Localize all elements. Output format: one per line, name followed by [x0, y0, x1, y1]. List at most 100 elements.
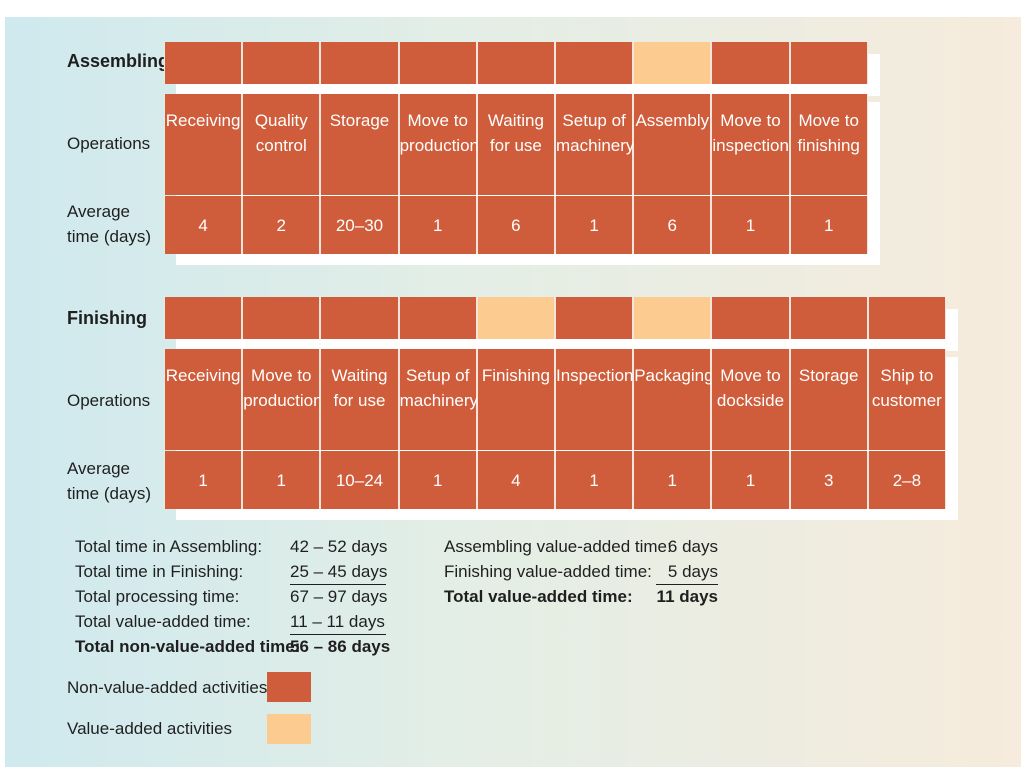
assembling-operation-cell: Move to inspection [711, 94, 790, 195]
value-added-label: Total value-added time: [444, 587, 633, 606]
operation-name-line: for use [489, 136, 542, 155]
assembling-strip-cell [242, 42, 321, 84]
value-added-value: 6 days [667, 537, 718, 556]
assembling-time-cell: 6 [633, 196, 712, 254]
finishing-time-cell: 4 [476, 451, 555, 509]
finishing-time-cell: 1 [398, 451, 477, 509]
assembling-strip-cell [398, 42, 477, 84]
assembling-time-cell: 1 [555, 196, 634, 254]
operation-name-line: Move to [720, 111, 781, 130]
finishing-operations-label: Operations [67, 391, 151, 410]
operation-name-line: machinery [399, 391, 479, 410]
finishing-strip-cell [320, 297, 399, 339]
assembling-title: Assembling [67, 51, 170, 71]
finishing-time-cell: 1 [164, 451, 243, 509]
value-added-value: 5 days [656, 559, 718, 585]
finishing-time-cell: 10–24 [320, 451, 399, 509]
finishing-strip-cell [633, 297, 712, 339]
assembling-avg-time-label: Average time (days) [67, 202, 152, 246]
assembling-strip-cell [476, 42, 555, 84]
operation-name-line: Ship to [880, 366, 934, 385]
finishing-operation-cell: Ship to customer [867, 349, 946, 450]
operation-name-line: Move to [407, 111, 468, 130]
operation-name-line: Waiting [487, 111, 544, 130]
assembling-strip-cell [555, 42, 634, 84]
operation-name-line: Quality [254, 111, 308, 130]
assembling-strip-cell [320, 42, 399, 84]
operation-name-line: Receiving [165, 111, 241, 130]
assembling-operation-cell: Quality control [242, 94, 321, 195]
assembling-strip-cell [789, 42, 868, 84]
assembling-operation-cell: Storage [320, 94, 399, 195]
finishing-operation-cell: Receiving [164, 349, 243, 450]
finishing-operation-cell: Storage [789, 349, 868, 450]
operation-name-line: Storage [329, 111, 390, 130]
operation-name-line: production [399, 136, 479, 155]
finishing-operation-cell: Move to dockside [711, 349, 790, 450]
operation-name-line: Assembly [635, 111, 710, 130]
finishing-operation-cell: Waiting for use [320, 349, 399, 450]
total-value: 11 – 11 days [290, 609, 386, 635]
assembling-strip-cell [633, 42, 712, 84]
operation-name-line: Move to [720, 366, 781, 385]
finishing-operation-cell: Inspection [555, 349, 634, 450]
total-label: Total time in Assembling: [75, 537, 263, 556]
finishing-time-cell: 3 [789, 451, 868, 509]
operation-name-line: finishing [797, 136, 860, 155]
total-value: 25 – 45 days [290, 559, 387, 585]
finishing-time-cell: 1 [633, 451, 712, 509]
value-added-label: Finishing value-added time: [444, 562, 652, 581]
finishing-strip-cell [164, 297, 243, 339]
assembling-time-cell: 20–30 [320, 196, 399, 254]
assembling-operation-cell: Move to finishing [789, 94, 868, 195]
finishing-strip-cell [789, 297, 868, 339]
finishing-time-cell: 2–8 [867, 451, 946, 509]
total-value: 67 – 97 days [290, 587, 388, 606]
finishing-operation-cell: Move to production [242, 349, 323, 450]
total-label: Total value-added time: [75, 612, 251, 631]
total-value: 56 – 86 days [290, 637, 391, 656]
total-label: Total non-value-added time: [75, 637, 301, 656]
operation-name-line: customer [871, 391, 942, 410]
assembling-operation-cell: Receiving [164, 94, 243, 195]
operation-name-line: Finishing [481, 366, 550, 385]
assembling-time-cell: 1 [789, 196, 868, 254]
assembling-operations-label: Operations [67, 134, 151, 153]
assembling-strip-cell [164, 42, 243, 84]
assembling-time-cell: 2 [242, 196, 321, 254]
assembling-time-cell: 6 [476, 196, 555, 254]
finishing-time-cell: 1 [711, 451, 790, 509]
finishing-time-cell: 1 [555, 451, 634, 509]
finishing-time-cell: 1 [242, 451, 321, 509]
operation-name-line: dockside [716, 391, 785, 410]
assembling-operation-cell: Waiting for use [476, 94, 555, 195]
assembling-time-cell: 1 [398, 196, 477, 254]
operation-name-line: Setup of [562, 111, 626, 130]
value-added-value: 11 days [656, 587, 718, 606]
finishing-strip-cell [555, 297, 634, 339]
value-added-label: Assembling value-added time: [444, 537, 672, 556]
operation-name-line: Packaging [634, 366, 714, 385]
finishing-strip-cell [398, 297, 477, 339]
legend-non-value-added-label: Non-value-added activities [67, 678, 268, 697]
total-label: Total time in Finishing: [75, 562, 244, 581]
assembling-operation-cell: Move to production [398, 94, 479, 195]
assembling-operation-cell: Assembly [633, 94, 712, 195]
finishing-strip-cell [867, 297, 946, 339]
assembling-operation-cell: Setup of machinery [555, 94, 634, 195]
operation-name-line: Move to [251, 366, 312, 385]
finishing-operation-cell: Setup of machinery [398, 349, 479, 450]
finishing-strip-cell [476, 297, 555, 339]
operation-name-line: for use [333, 391, 386, 410]
total-value: 42 – 52 days [290, 537, 388, 556]
operation-name-line: Inspection [556, 366, 634, 385]
assembling-time-cell: 4 [164, 196, 243, 254]
operation-name-line: inspection [712, 136, 789, 155]
finishing-title: Finishing [67, 308, 147, 328]
operation-name-line: Move to [798, 111, 859, 130]
finishing-operation-cell: Packaging [633, 349, 714, 450]
finishing-strip-cell [711, 297, 790, 339]
finishing-strip-cell [242, 297, 321, 339]
assembling-strip-cell [711, 42, 790, 84]
assembling-time-cell: 1 [711, 196, 790, 254]
